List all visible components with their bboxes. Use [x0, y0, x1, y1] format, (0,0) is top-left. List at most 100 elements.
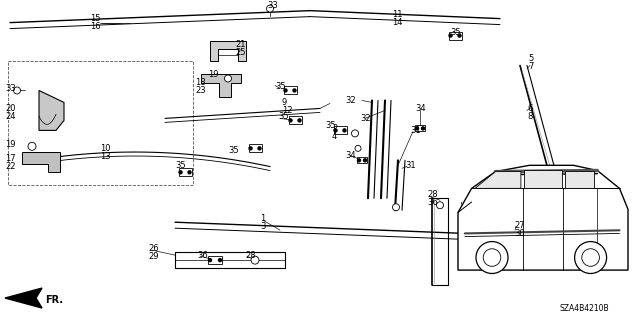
Circle shape	[298, 119, 301, 122]
Circle shape	[13, 87, 20, 94]
Circle shape	[458, 34, 461, 37]
Bar	[8, 61, 193, 185]
Text: 18: 18	[195, 78, 205, 87]
Text: 28: 28	[427, 190, 438, 199]
Text: 36: 36	[427, 198, 438, 207]
Text: 2: 2	[332, 124, 337, 133]
Circle shape	[258, 147, 261, 150]
Text: 35: 35	[450, 28, 461, 37]
Text: 12: 12	[282, 106, 292, 115]
Text: 35: 35	[325, 121, 335, 130]
Circle shape	[358, 159, 360, 162]
Circle shape	[284, 89, 287, 92]
Text: 27: 27	[514, 221, 525, 230]
Text: 26: 26	[148, 244, 159, 253]
Circle shape	[188, 171, 191, 174]
Text: 1: 1	[260, 214, 265, 223]
Text: 25: 25	[235, 48, 246, 57]
Bar	[333, 126, 346, 134]
Text: 15: 15	[90, 14, 100, 23]
Bar	[449, 32, 461, 40]
Text: 13: 13	[100, 152, 111, 161]
Circle shape	[289, 119, 292, 122]
Text: 32: 32	[345, 96, 356, 105]
Text: SZA4B4210B: SZA4B4210B	[560, 303, 610, 313]
Text: 31: 31	[410, 126, 420, 135]
Circle shape	[575, 241, 607, 273]
Circle shape	[392, 204, 399, 211]
Text: 29: 29	[148, 252, 159, 261]
Text: 5: 5	[528, 54, 533, 63]
Text: 16: 16	[90, 22, 100, 31]
Circle shape	[249, 147, 252, 150]
Circle shape	[218, 259, 221, 262]
Bar	[284, 86, 296, 94]
Circle shape	[449, 34, 452, 37]
Circle shape	[251, 256, 259, 264]
Text: 31: 31	[405, 161, 415, 170]
Text: 11: 11	[392, 10, 403, 19]
Polygon shape	[22, 152, 60, 172]
Polygon shape	[524, 169, 562, 188]
Circle shape	[355, 145, 361, 151]
Polygon shape	[5, 288, 42, 308]
Bar	[357, 157, 367, 163]
Bar	[289, 116, 301, 124]
Circle shape	[28, 142, 36, 150]
Polygon shape	[210, 41, 246, 61]
Polygon shape	[458, 165, 628, 270]
Polygon shape	[475, 172, 521, 188]
Polygon shape	[201, 73, 241, 97]
Circle shape	[422, 127, 424, 130]
Text: 17: 17	[5, 154, 15, 163]
Text: 24: 24	[5, 112, 15, 121]
Circle shape	[293, 89, 296, 92]
Text: 9: 9	[282, 98, 287, 107]
Text: 35: 35	[228, 146, 239, 155]
Text: 34: 34	[415, 104, 426, 113]
Circle shape	[582, 249, 600, 266]
Circle shape	[483, 249, 501, 266]
Text: 22: 22	[5, 162, 15, 171]
Text: 35: 35	[175, 161, 186, 170]
Text: 7: 7	[528, 62, 533, 71]
Circle shape	[179, 171, 182, 174]
Text: 14: 14	[392, 18, 403, 27]
Bar	[179, 168, 191, 176]
Polygon shape	[565, 171, 594, 188]
Circle shape	[476, 241, 508, 273]
Text: 35: 35	[275, 82, 285, 91]
Text: 33: 33	[5, 84, 16, 93]
Circle shape	[225, 75, 232, 82]
Text: 19: 19	[5, 140, 15, 149]
Text: 20: 20	[5, 104, 15, 113]
Text: 6: 6	[527, 104, 532, 113]
Text: 32: 32	[360, 114, 371, 123]
Text: 30: 30	[514, 229, 525, 238]
Polygon shape	[39, 91, 64, 130]
Text: FR.: FR.	[45, 295, 63, 305]
Text: 35: 35	[278, 112, 289, 121]
Text: 3: 3	[260, 222, 266, 231]
Bar	[248, 145, 262, 152]
Text: 36: 36	[197, 251, 208, 260]
Circle shape	[436, 202, 444, 209]
Circle shape	[334, 129, 337, 132]
Text: 23: 23	[195, 86, 205, 95]
Circle shape	[343, 129, 346, 132]
Text: 33: 33	[267, 1, 278, 10]
Bar	[208, 256, 222, 264]
Text: 8: 8	[527, 112, 532, 121]
Circle shape	[266, 5, 273, 12]
Text: 4: 4	[332, 132, 337, 141]
Text: 34: 34	[345, 151, 356, 160]
Circle shape	[351, 130, 358, 137]
Circle shape	[415, 127, 419, 130]
Circle shape	[364, 159, 367, 162]
Text: 10: 10	[100, 144, 111, 153]
Text: 28: 28	[245, 251, 255, 260]
Bar	[415, 125, 425, 131]
Circle shape	[209, 259, 211, 262]
Text: 21: 21	[235, 40, 246, 49]
Text: 19: 19	[208, 70, 218, 79]
